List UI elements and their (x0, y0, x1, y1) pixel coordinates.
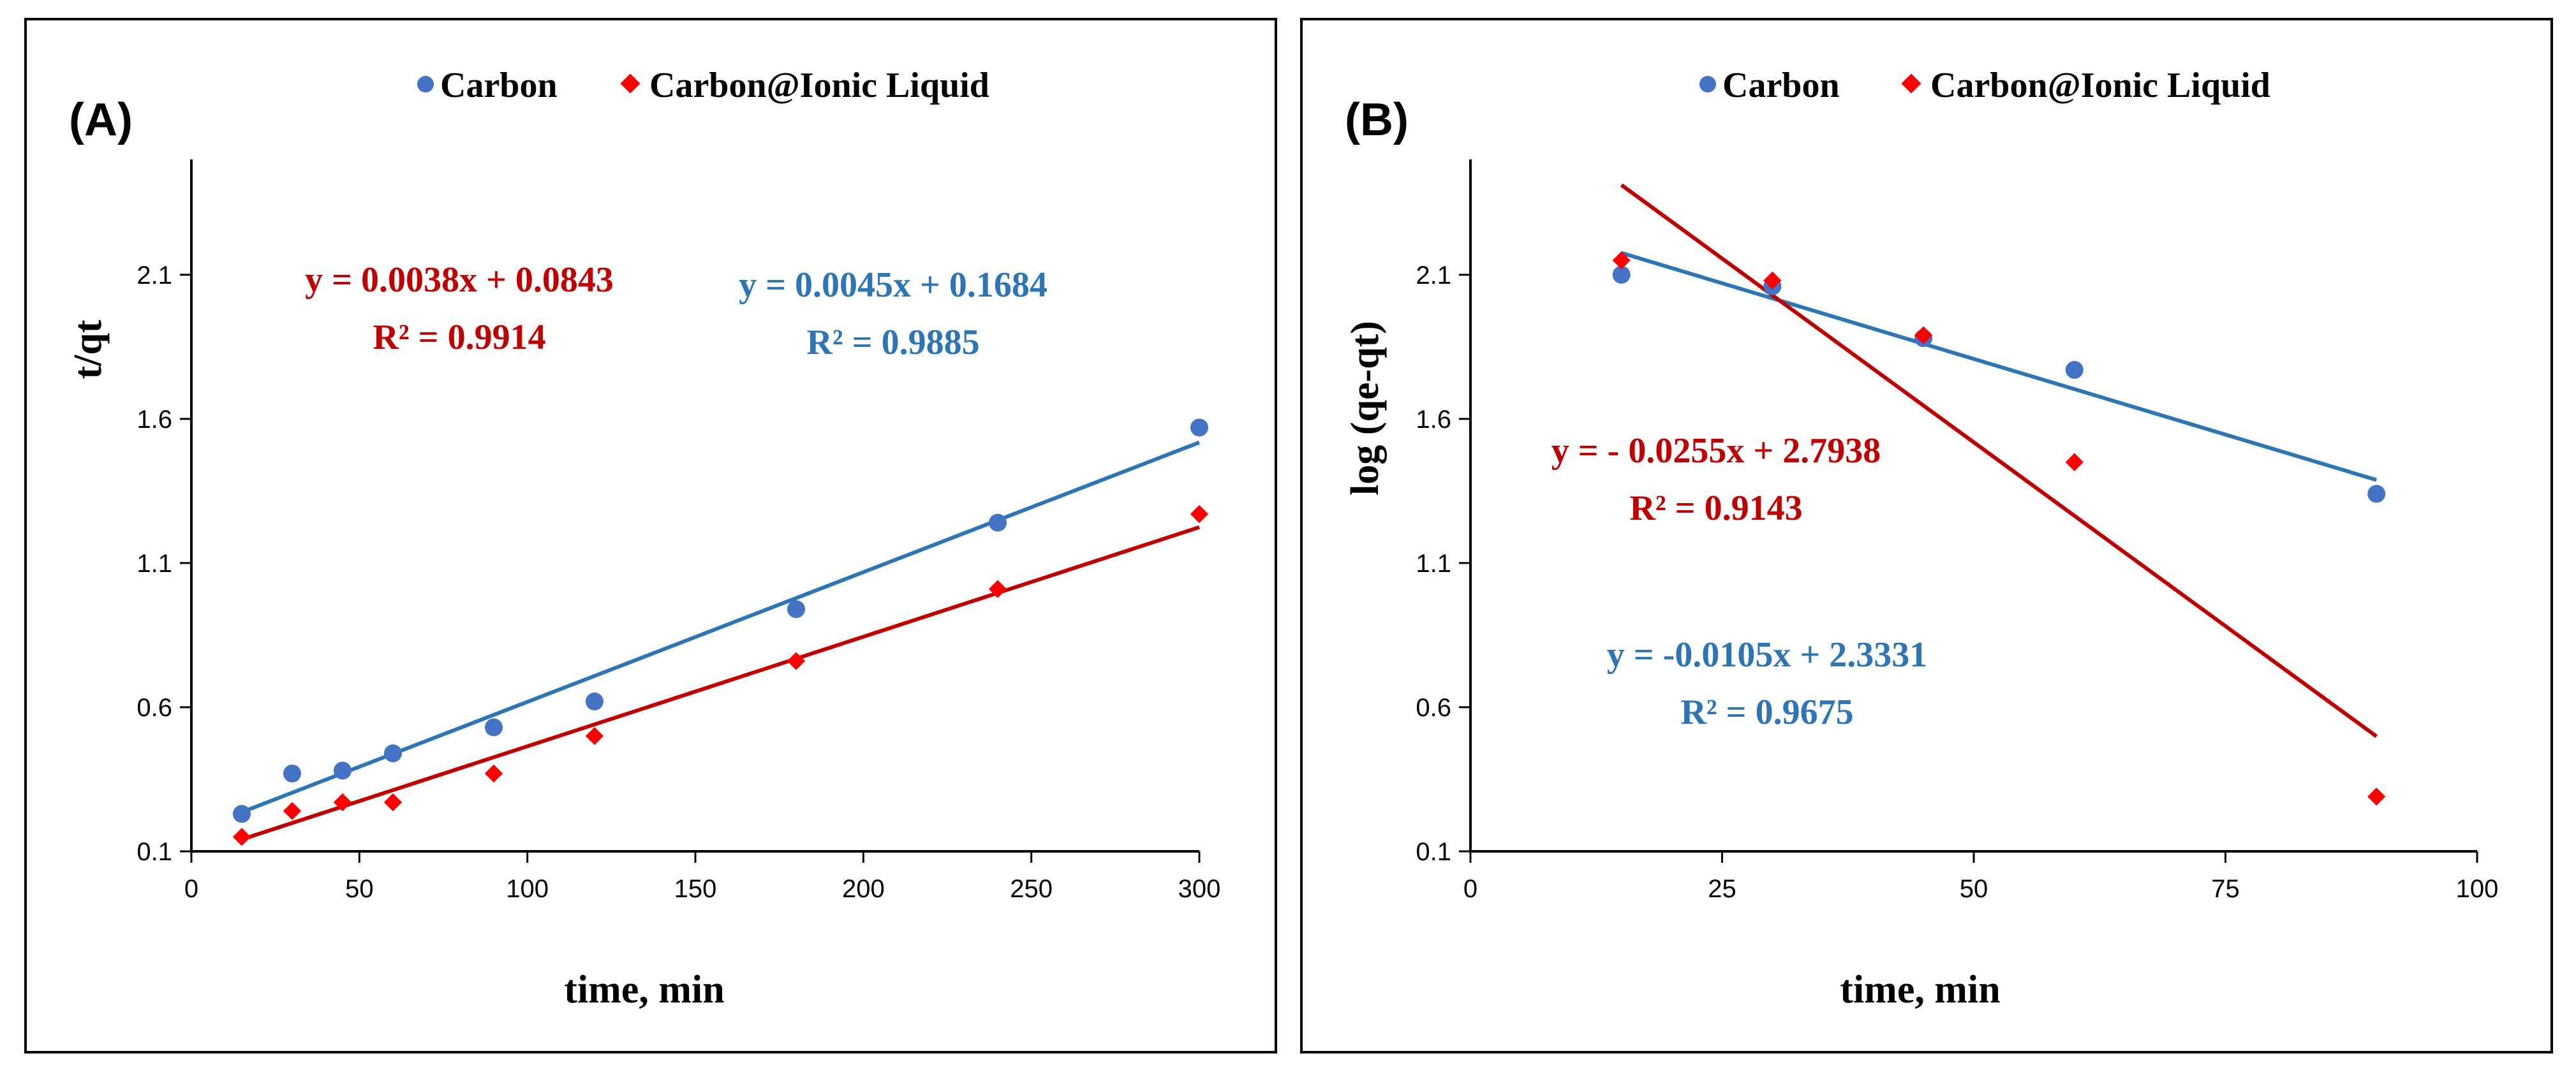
legend-carbon-label: Carbon (1722, 66, 1840, 105)
x-tick-label: 300 (1178, 875, 1221, 903)
x-tick-label: 150 (674, 875, 717, 903)
y-tick-label: 2.1 (1416, 261, 1451, 290)
x-tick-label: 50 (1960, 875, 1988, 903)
x-tick-label: 100 (506, 875, 549, 903)
panel-b: (B) Carbon Carbon@Ionic Liquid 0 25 50 75 10… (1300, 18, 2553, 1053)
ionic-liquid-trendline (241, 525, 1200, 842)
x-tick-label: 100 (2456, 875, 2499, 903)
panel-b-carbon-r2: R² = 0.9675 (1680, 693, 1853, 732)
x-tick-label: 0 (184, 875, 198, 903)
carbon-trendline (1620, 251, 2378, 482)
x-tick-label: 200 (842, 875, 885, 903)
panel-b-x-title: time, min (1840, 968, 2000, 1011)
carbon-point (2367, 485, 2386, 503)
carbon-point (384, 744, 402, 763)
carbon-point (1190, 418, 1208, 437)
y-tick-label: 1.6 (1416, 406, 1451, 434)
y-tick-label: 1.1 (1416, 550, 1451, 578)
ionic-liquid-point (988, 580, 1007, 598)
panel-b-y-title: log (qe-qt) (1344, 321, 1387, 495)
panel-a-carbon-r2: R² = 0.9885 (806, 323, 979, 362)
panel-a-ionic-equation: y = 0.0038x + 0.0843 (305, 260, 614, 300)
ionic-liquid-point (484, 764, 503, 783)
panel-a: (A) Carbon Carbon@Ionic Liquid 0 50 100 150… (24, 18, 1277, 1053)
legend-ionic-marker (1901, 73, 1921, 94)
legend-carbon-marker (417, 76, 434, 92)
ionic-liquid-point (333, 793, 352, 812)
x-tick-label: 75 (2211, 875, 2240, 903)
panel-a-label: (A) (69, 94, 133, 145)
ionic-liquid-point (232, 828, 251, 846)
y-tick-label: 0.6 (1416, 694, 1451, 722)
x-tick-label: 25 (1708, 875, 1736, 903)
carbon-point (233, 805, 251, 823)
carbon-point (485, 718, 503, 737)
carbon-point (283, 764, 301, 782)
panel-a-carbon-equation: y = 0.0045x + 0.1684 (739, 265, 1047, 305)
ionic-liquid-point (1190, 504, 1209, 524)
panel-b-frame (1300, 18, 2553, 1053)
ionic-liquid-point (283, 802, 302, 820)
panel-a-y-title: t/qt (66, 319, 110, 379)
y-tick-label: 0.6 (137, 694, 172, 722)
carbon-point (2065, 361, 2084, 379)
panel-b-ionic-equation: y = - 0.0255x + 2.7938 (1551, 431, 1881, 471)
ionic-liquid-point (1914, 326, 1933, 344)
y-tick-label: 0.1 (1416, 838, 1451, 866)
x-tick-label: 50 (345, 875, 374, 903)
legend-ionic-label: Carbon@Ionic Liquid (1930, 66, 2270, 105)
carbon-point (787, 600, 805, 619)
panel-b-ionic-r2: R² = 0.9143 (1629, 488, 1802, 528)
panel-a-frame (24, 18, 1277, 1053)
ionic-liquid-point (1763, 271, 1782, 290)
carbon-point (1612, 265, 1631, 284)
panel-b-label: (B) (1345, 94, 1409, 145)
panel-a-ionic-r2: R² = 0.9914 (373, 318, 545, 357)
carbon-point (586, 692, 603, 710)
y-tick-label: 2.1 (137, 261, 172, 290)
legend-carbon-marker (1699, 76, 1716, 92)
panel-b-carbon-equation: y = -0.0105x + 2.3331 (1607, 635, 1927, 675)
ionic-liquid-point (585, 727, 604, 745)
ionic-liquid-point (383, 793, 403, 812)
ionic-liquid-point (787, 652, 806, 670)
ionic-liquid-point (2367, 787, 2386, 806)
x-tick-label: 250 (1010, 875, 1053, 903)
ionic-liquid-point (1612, 251, 1631, 270)
y-tick-label: 0.1 (137, 838, 172, 866)
panel-a-x-title: time, min (564, 968, 724, 1011)
y-tick-label: 1.6 (137, 406, 172, 434)
ionic-liquid-trendline (1620, 183, 2378, 738)
carbon-point (989, 513, 1007, 532)
ionic-liquid-point (2065, 453, 2084, 471)
carbon-point (334, 761, 352, 780)
x-tick-label: 0 (1463, 875, 1477, 903)
legend-ionic-label: Carbon@Ionic Liquid (649, 66, 989, 105)
legend-carbon-label: Carbon (440, 66, 558, 105)
y-tick-label: 1.1 (137, 550, 172, 578)
